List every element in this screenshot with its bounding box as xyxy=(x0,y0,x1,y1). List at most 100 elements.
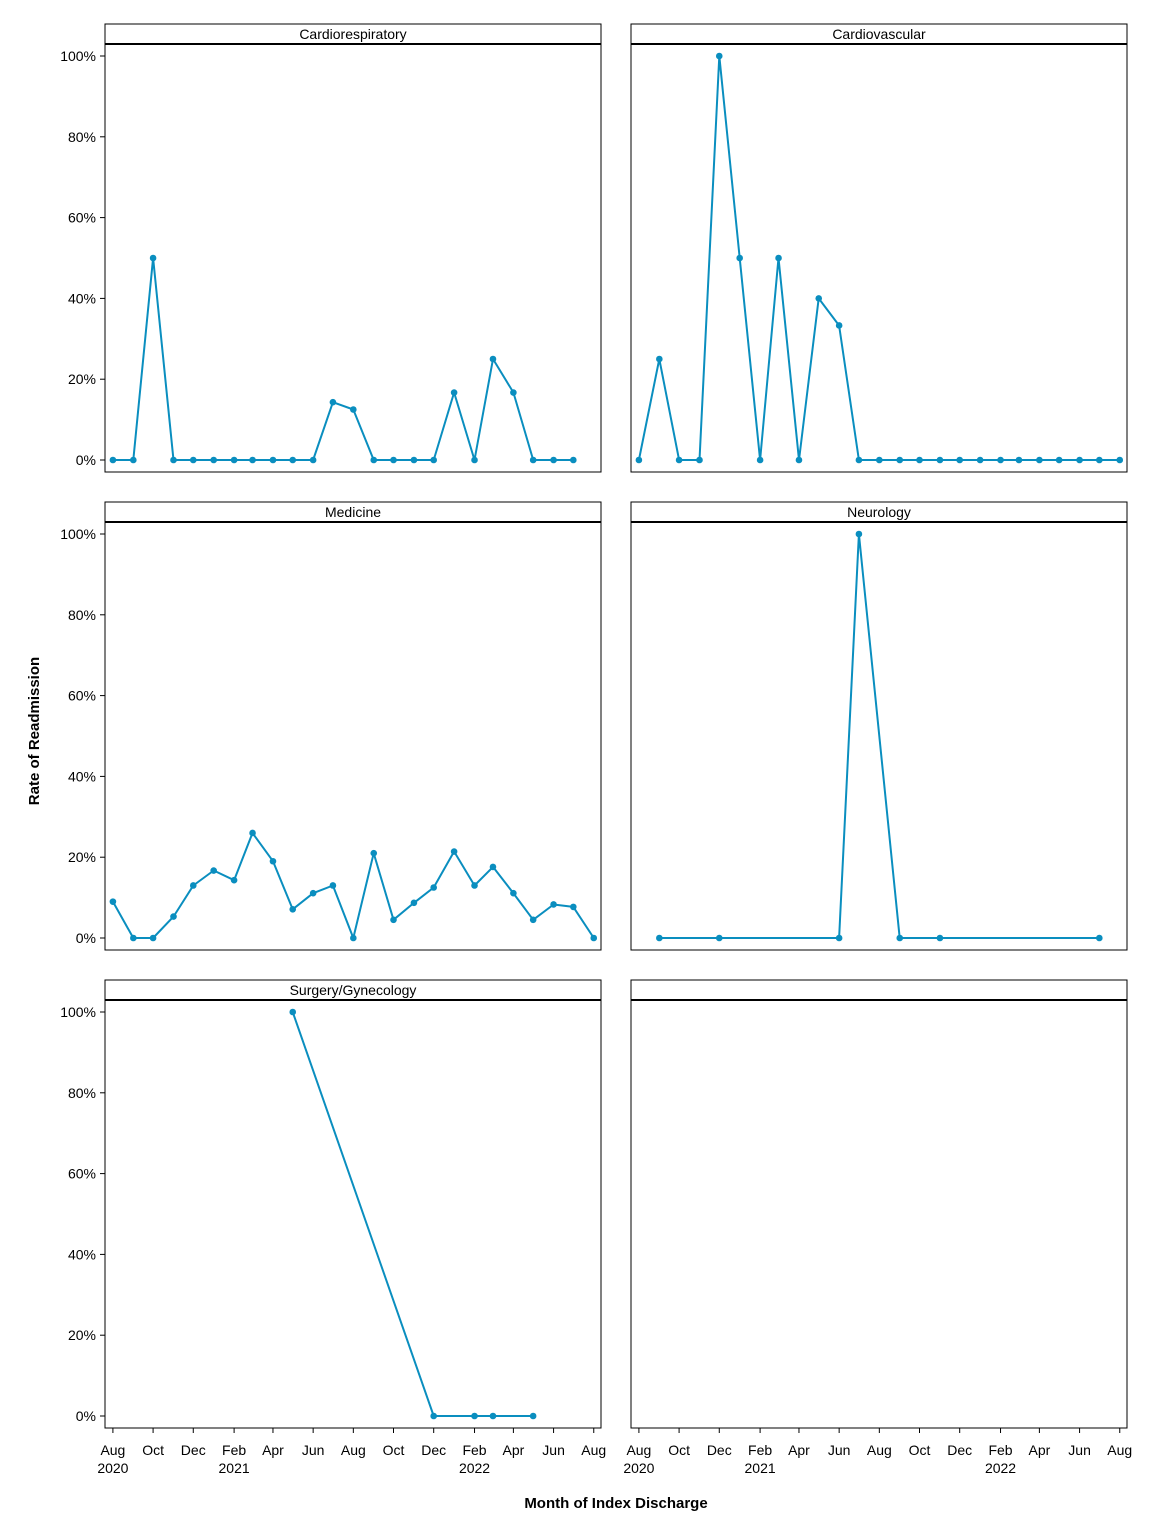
x-tick-year-label: 2022 xyxy=(985,1460,1016,1476)
data-point xyxy=(149,254,157,262)
data-point xyxy=(1015,456,1023,464)
series-line xyxy=(637,55,1120,461)
x-tick-label: Jun xyxy=(542,1442,565,1458)
data-point xyxy=(410,456,418,464)
y-tick-label: 20% xyxy=(68,1327,96,1343)
data-point xyxy=(696,456,703,464)
data-point xyxy=(855,456,863,464)
data-point xyxy=(489,1412,497,1420)
x-tick-year-label: 2020 xyxy=(623,1460,654,1476)
data-point xyxy=(835,934,843,942)
data-point xyxy=(329,882,337,889)
panel-5: Surgery/Gynecology 0% 20% 40% 60% 80% 100% Aug 2… xyxy=(60,979,606,1476)
x-tick-label: Dec xyxy=(947,1442,972,1458)
panel-title: Neurology xyxy=(847,504,911,520)
panel-4: Neurology xyxy=(630,501,1128,951)
y-tick-label: 60% xyxy=(68,210,96,226)
x-tick-label: Dec xyxy=(181,1442,206,1458)
panel-1: Cardiorespiratory 0% 20% 40% 60% 80% 100% xyxy=(60,23,602,473)
panel-title: Medicine xyxy=(325,504,381,520)
data-point xyxy=(210,456,217,464)
x-axis-title: Month of Index Discharge xyxy=(524,1495,707,1512)
data-point xyxy=(450,848,458,855)
data-point xyxy=(936,456,944,464)
x-tick-label: Jun xyxy=(828,1442,851,1458)
data-point xyxy=(450,389,458,396)
data-point xyxy=(350,406,357,413)
panel-title: Surgery/Gynecology xyxy=(290,982,417,998)
data-point xyxy=(269,857,277,865)
data-point xyxy=(170,913,177,920)
y-tick-label: 80% xyxy=(68,1085,96,1101)
data-point xyxy=(529,1412,537,1420)
data-point xyxy=(756,456,764,464)
data-point xyxy=(976,456,984,464)
x-tick-label: Aug xyxy=(100,1442,125,1458)
x-tick-label: Aug xyxy=(1107,1442,1132,1458)
series-line xyxy=(659,533,1100,939)
x-tick-year-label: 2020 xyxy=(97,1460,128,1476)
y-tick-label: 0% xyxy=(76,1408,96,1424)
y-tick-label: 60% xyxy=(68,688,96,704)
x-tick-label: Oct xyxy=(909,1442,931,1458)
data-point xyxy=(430,884,437,891)
data-point xyxy=(896,934,904,942)
data-point xyxy=(189,882,197,889)
x-tick-label: Apr xyxy=(788,1442,810,1458)
data-point xyxy=(149,934,157,942)
x-tick-year-label: 2021 xyxy=(745,1460,776,1476)
x-tick-label: Feb xyxy=(462,1442,486,1458)
data-point xyxy=(170,456,177,464)
x-tick-label: Apr xyxy=(1028,1442,1050,1458)
panel-frame xyxy=(630,501,1128,951)
data-point xyxy=(715,52,723,60)
data-point xyxy=(430,456,437,464)
y-tick-label: 0% xyxy=(76,452,96,468)
panel-title: Cardiovascular xyxy=(832,26,926,42)
data-point xyxy=(795,456,803,464)
data-point xyxy=(309,456,317,464)
data-point xyxy=(1116,456,1124,464)
data-point xyxy=(510,889,517,897)
data-point xyxy=(350,934,357,942)
y-tick-label: 40% xyxy=(68,290,96,306)
x-tick-label: Oct xyxy=(142,1442,164,1458)
x-tick-label: Feb xyxy=(988,1442,1012,1458)
x-tick-label: Oct xyxy=(383,1442,405,1458)
data-point xyxy=(1096,934,1103,942)
x-tick-label: Feb xyxy=(222,1442,246,1458)
data-point xyxy=(855,530,863,538)
data-point xyxy=(289,456,297,464)
data-point xyxy=(489,863,497,871)
data-point xyxy=(269,456,277,464)
data-point xyxy=(590,934,598,942)
x-tick-year-label: 2021 xyxy=(219,1460,250,1476)
series-line xyxy=(112,257,574,461)
y-tick-label: 80% xyxy=(68,129,96,145)
x-tick-label: Apr xyxy=(502,1442,524,1458)
data-point xyxy=(656,934,663,942)
data-point xyxy=(775,254,782,262)
data-point xyxy=(510,389,517,396)
panel-frame xyxy=(630,23,1128,473)
data-point xyxy=(430,1412,437,1420)
data-point xyxy=(230,876,238,884)
x-tick-label: Apr xyxy=(262,1442,284,1458)
data-point xyxy=(550,901,557,908)
y-tick-label: 20% xyxy=(68,371,96,387)
y-tick-label: 40% xyxy=(68,768,96,784)
data-point xyxy=(130,456,137,464)
data-point xyxy=(1055,456,1063,464)
data-point xyxy=(410,899,418,907)
x-tick-label: Jun xyxy=(302,1442,325,1458)
data-point xyxy=(489,355,497,363)
data-point xyxy=(249,829,256,837)
data-point xyxy=(390,456,397,464)
data-point xyxy=(815,295,823,302)
data-point xyxy=(570,456,577,464)
data-point xyxy=(329,398,337,406)
data-point xyxy=(1076,456,1083,464)
panel-title: Cardiorespiratory xyxy=(299,26,406,42)
y-tick-label: 0% xyxy=(76,930,96,946)
data-point xyxy=(471,882,478,889)
